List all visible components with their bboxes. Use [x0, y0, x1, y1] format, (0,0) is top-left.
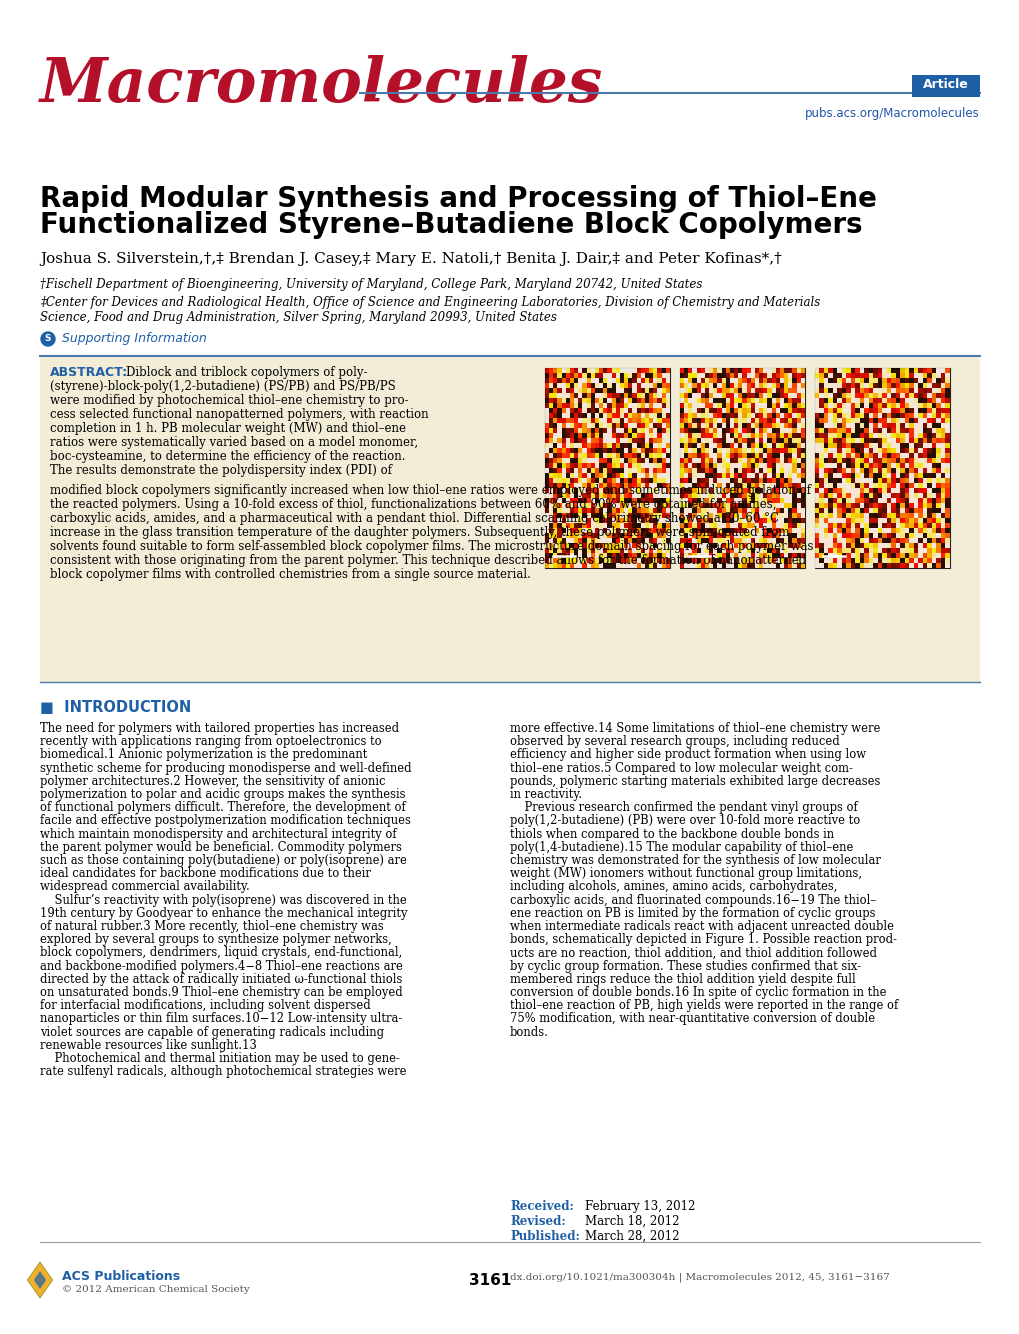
- Text: thiols when compared to the backbone double bonds in: thiols when compared to the backbone dou…: [510, 827, 834, 840]
- Text: which maintain monodispersity and architectural integrity of: which maintain monodispersity and archit…: [40, 827, 396, 840]
- Text: Macromolecules: Macromolecules: [40, 55, 602, 115]
- Text: pubs.acs.org/Macromolecules: pubs.acs.org/Macromolecules: [804, 107, 979, 120]
- Text: †Fischell Department of Bioengineering, University of Maryland, College Park, Ma: †Fischell Department of Bioengineering, …: [40, 277, 702, 291]
- Text: bonds, schematically depicted in Figure 1. Possible reaction prod-: bonds, schematically depicted in Figure …: [510, 934, 896, 946]
- Text: ucts are no reaction, thiol addition, and thiol addition followed: ucts are no reaction, thiol addition, an…: [510, 946, 876, 959]
- Text: widespread commercial availability.: widespread commercial availability.: [40, 880, 250, 894]
- Text: on unsaturated bonds.9 Thiol–ene chemistry can be employed: on unsaturated bonds.9 Thiol–ene chemist…: [40, 986, 403, 999]
- Text: violet sources are capable of generating radicals including: violet sources are capable of generating…: [40, 1026, 384, 1039]
- Text: facile and effective postpolymerization modification techniques: facile and effective postpolymerization …: [40, 814, 411, 827]
- Text: Previous research confirmed the pendant vinyl groups of: Previous research confirmed the pendant …: [510, 802, 857, 814]
- Text: membered rings reduce the thiol addition yield despite full: membered rings reduce the thiol addition…: [510, 972, 855, 986]
- Text: ■  INTRODUCTION: ■ INTRODUCTION: [40, 700, 192, 715]
- Text: Supporting Information: Supporting Information: [62, 332, 207, 346]
- Text: weight (MW) ionomers without functional group limitations,: weight (MW) ionomers without functional …: [510, 867, 861, 880]
- Text: Rapid Modular Synthesis and Processing of Thiol–Ene: Rapid Modular Synthesis and Processing o…: [40, 185, 876, 213]
- Text: the parent polymer would be beneficial. Commodity polymers: the parent polymer would be beneficial. …: [40, 840, 401, 854]
- Text: (styrene)-block-poly(1,2-butadiene) (PS/PB) and PS/PB/PS: (styrene)-block-poly(1,2-butadiene) (PS/…: [50, 380, 395, 394]
- Text: The need for polymers with tailored properties has increased: The need for polymers with tailored prop…: [40, 722, 398, 735]
- Text: for interfacial modifications, including solvent dispersed: for interfacial modifications, including…: [40, 999, 370, 1013]
- Text: polymer architectures.2 However, the sensitivity of anionic: polymer architectures.2 However, the sen…: [40, 775, 385, 788]
- Text: The results demonstrate the polydispersity index (PDI) of: The results demonstrate the polydispersi…: [50, 464, 391, 478]
- Text: rate sulfenyl radicals, although photochemical strategies were: rate sulfenyl radicals, although photoch…: [40, 1066, 407, 1078]
- Text: dx.doi.org/10.1021/ma300304h | Macromolecules 2012, 45, 3161−3167: dx.doi.org/10.1021/ma300304h | Macromole…: [510, 1273, 889, 1282]
- Text: block copolymer films with controlled chemistries from a single source material.: block copolymer films with controlled ch…: [50, 568, 530, 582]
- Text: carboxylic acids, amides, and a pharmaceutical with a pendant thiol. Differentia: carboxylic acids, amides, and a pharmace…: [50, 512, 779, 526]
- Text: pounds, polymeric starting materials exhibited large decreases: pounds, polymeric starting materials exh…: [510, 775, 879, 788]
- Text: ratios were systematically varied based on a model monomer,: ratios were systematically varied based …: [50, 436, 418, 450]
- Bar: [814, 368, 949, 568]
- Text: March 18, 2012: March 18, 2012: [585, 1215, 679, 1229]
- Text: in reactivity.: in reactivity.: [510, 788, 582, 800]
- Text: Photochemical and thermal initiation may be used to gene-: Photochemical and thermal initiation may…: [40, 1053, 399, 1065]
- Text: chemistry was demonstrated for the synthesis of low molecular: chemistry was demonstrated for the synth…: [510, 854, 880, 867]
- Text: ene reaction on PB is limited by the formation of cyclic groups: ene reaction on PB is limited by the for…: [510, 907, 874, 920]
- Polygon shape: [34, 1271, 46, 1289]
- Text: by cyclic group formation. These studies confirmed that six-: by cyclic group formation. These studies…: [510, 959, 860, 972]
- Text: more effective.14 Some limitations of thiol–ene chemistry were: more effective.14 Some limitations of th…: [510, 722, 879, 735]
- Text: completion in 1 h. PB molecular weight (MW) and thiol–ene: completion in 1 h. PB molecular weight (…: [50, 422, 406, 435]
- Text: carboxylic acids, and fluorinated compounds.16−19 The thiol–: carboxylic acids, and fluorinated compou…: [510, 894, 875, 907]
- Text: efficiency and higher side product formation when using low: efficiency and higher side product forma…: [510, 748, 865, 762]
- Bar: [911, 75, 979, 97]
- Bar: [544, 368, 669, 568]
- Text: explored by several groups to synthesize polymer networks,: explored by several groups to synthesize…: [40, 934, 391, 946]
- Text: including alcohols, amines, amino acids, carbohydrates,: including alcohols, amines, amino acids,…: [510, 880, 837, 894]
- Polygon shape: [28, 1262, 53, 1298]
- Text: Revised:: Revised:: [510, 1215, 566, 1229]
- Text: cess selected functional nanopatterned polymers, with reaction: cess selected functional nanopatterned p…: [50, 408, 428, 422]
- Text: such as those containing poly(butadiene) or poly(isoprene) are: such as those containing poly(butadiene)…: [40, 854, 407, 867]
- Text: 3161: 3161: [469, 1273, 511, 1289]
- Text: 19th century by Goodyear to enhance the mechanical integrity: 19th century by Goodyear to enhance the …: [40, 907, 408, 920]
- Text: Functionalized Styrene–Butadiene Block Copolymers: Functionalized Styrene–Butadiene Block C…: [40, 211, 862, 239]
- Text: increase in the glass transition temperature of the daughter polymers. Subsequen: increase in the glass transition tempera…: [50, 526, 789, 539]
- Text: Received:: Received:: [510, 1201, 574, 1213]
- Text: synthetic scheme for producing monodisperse and well-defined: synthetic scheme for producing monodispe…: [40, 762, 412, 775]
- Text: ‡Center for Devices and Radiological Health, Office of Science and Engineering L: ‡Center for Devices and Radiological Hea…: [40, 296, 819, 309]
- Text: 75% modification, with near-quantitative conversion of double: 75% modification, with near-quantitative…: [510, 1013, 874, 1026]
- Text: were modified by photochemical thiol–ene chemistry to pro-: were modified by photochemical thiol–ene…: [50, 394, 409, 407]
- Text: the reacted polymers. Using a 10-fold excess of thiol, functionalizations betwee: the reacted polymers. Using a 10-fold ex…: [50, 498, 775, 511]
- Text: biomedical.1 Anionic polymerization is the predominant: biomedical.1 Anionic polymerization is t…: [40, 748, 367, 762]
- Text: Sulfur’s reactivity with poly(isoprene) was discovered in the: Sulfur’s reactivity with poly(isoprene) …: [40, 894, 407, 907]
- Text: ABSTRACT:: ABSTRACT:: [50, 366, 128, 379]
- Text: of natural rubber.3 More recently, thiol–ene chemistry was: of natural rubber.3 More recently, thiol…: [40, 920, 383, 932]
- Text: thiol–ene reaction of PB, high yields were reported in the range of: thiol–ene reaction of PB, high yields we…: [510, 999, 898, 1013]
- Text: ACS Publications: ACS Publications: [62, 1270, 180, 1283]
- Text: ideal candidates for backbone modifications due to their: ideal candidates for backbone modificati…: [40, 867, 371, 880]
- Text: Published:: Published:: [510, 1230, 580, 1243]
- Text: February 13, 2012: February 13, 2012: [585, 1201, 695, 1213]
- Bar: [680, 368, 804, 568]
- Text: poly(1,2-butadiene) (PB) were over 10-fold more reactive to: poly(1,2-butadiene) (PB) were over 10-fo…: [510, 814, 859, 827]
- Text: Science, Food and Drug Administration, Silver Spring, Maryland 20993, United Sta: Science, Food and Drug Administration, S…: [40, 311, 556, 324]
- Text: conversion of double bonds.16 In spite of cyclic formation in the: conversion of double bonds.16 In spite o…: [510, 986, 886, 999]
- Text: S: S: [45, 334, 51, 343]
- Bar: [40, 356, 979, 682]
- Text: bonds.: bonds.: [510, 1026, 548, 1039]
- Text: boc-cysteamine, to determine the efficiency of the reaction.: boc-cysteamine, to determine the efficie…: [50, 450, 406, 463]
- Text: thiol–ene ratios.5 Compared to low molecular weight com-: thiol–ene ratios.5 Compared to low molec…: [510, 762, 852, 775]
- Text: renewable resources like sunlight.13: renewable resources like sunlight.13: [40, 1039, 257, 1051]
- Text: poly(1,4-butadiene).15 The modular capability of thiol–ene: poly(1,4-butadiene).15 The modular capab…: [510, 840, 853, 854]
- Text: nanoparticles or thin film surfaces.10−12 Low-intensity ultra-: nanoparticles or thin film surfaces.10−1…: [40, 1013, 401, 1026]
- Text: polymerization to polar and acidic groups makes the synthesis: polymerization to polar and acidic group…: [40, 788, 406, 800]
- Text: solvents found suitable to form self-assembled block copolymer films. The micros: solvents found suitable to form self-ass…: [50, 540, 813, 554]
- Text: consistent with those originating from the parent polymer. This technique descri: consistent with those originating from t…: [50, 554, 805, 567]
- Text: Joshua S. Silverstein,†,‡ Brendan J. Casey,‡ Mary E. Natoli,† Benita J. Dair,‡ a: Joshua S. Silverstein,†,‡ Brendan J. Cas…: [40, 252, 781, 265]
- Text: Diblock and triblock copolymers of poly-: Diblock and triblock copolymers of poly-: [126, 366, 367, 379]
- Text: modified block copolymers significantly increased when low thiol–ene ratios were: modified block copolymers significantly …: [50, 484, 810, 498]
- Text: © 2012 American Chemical Society: © 2012 American Chemical Society: [62, 1285, 250, 1294]
- Text: Article: Article: [922, 77, 968, 91]
- Text: recently with applications ranging from optoelectronics to: recently with applications ranging from …: [40, 735, 381, 748]
- Text: of functional polymers difficult. Therefore, the development of: of functional polymers difficult. Theref…: [40, 802, 406, 814]
- Text: and backbone-modified polymers.4−8 Thiol–ene reactions are: and backbone-modified polymers.4−8 Thiol…: [40, 959, 403, 972]
- Text: observed by several research groups, including reduced: observed by several research groups, inc…: [510, 735, 839, 748]
- Text: block copolymers, dendrimers, liquid crystals, end-functional,: block copolymers, dendrimers, liquid cry…: [40, 946, 401, 959]
- Circle shape: [41, 332, 55, 346]
- Text: directed by the attack of radically initiated ω-functional thiols: directed by the attack of radically init…: [40, 972, 401, 986]
- Text: March 28, 2012: March 28, 2012: [585, 1230, 679, 1243]
- Text: when intermediate radicals react with adjacent unreacted double: when intermediate radicals react with ad…: [510, 920, 893, 932]
